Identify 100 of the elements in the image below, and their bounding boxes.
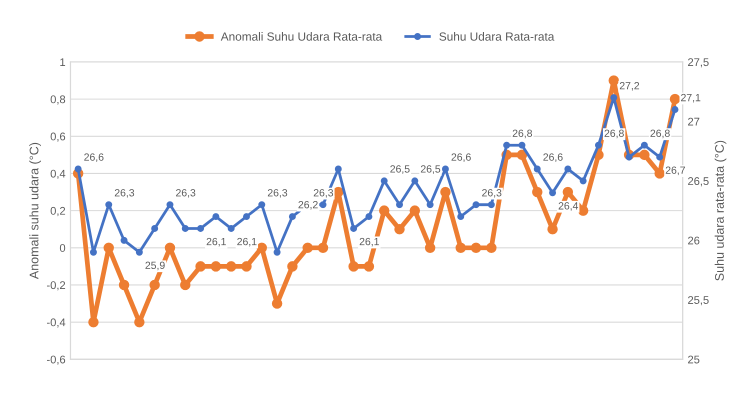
point [534,166,541,172]
point [74,166,82,172]
point [287,261,298,272]
data-label: 26,7 [666,166,685,176]
legend-label: Suhu Udara Rata-rata [439,32,554,41]
point [88,316,99,328]
point [670,94,680,104]
point [318,242,328,254]
point [488,201,495,208]
point [212,213,220,220]
point [136,248,143,256]
y-tick-label: 0,4 [50,170,66,179]
data-label: 26,8 [512,130,532,138]
point [442,166,449,172]
point [90,248,97,256]
point [379,205,390,216]
point [426,201,434,208]
y-tick-label: -0,6 [46,356,66,365]
point [396,201,403,208]
data-label: 26,3 [114,189,134,198]
point [503,142,510,149]
point [364,261,374,272]
data-label: 27,1 [681,94,700,103]
point [424,242,436,254]
point [274,248,281,256]
data-label: 25,9 [145,262,165,270]
point [197,225,204,232]
point [472,201,480,208]
data-label: 26,8 [650,130,670,138]
point [410,205,420,216]
point [348,261,359,272]
point [241,261,252,272]
point [580,177,587,184]
data-label: 26,3 [268,189,288,198]
point [118,280,130,290]
y2-axis-title: Suhu udara rata-rata (°C) [714,140,726,281]
point [457,213,464,220]
data-label: 26,6 [84,153,104,162]
point [302,242,313,254]
y2-tick-label: 25,5 [688,296,709,306]
point [594,142,602,149]
point [228,225,235,232]
data-label: 26,1 [360,238,379,246]
y-axis-title: Anomali suhu udara (°C) [29,142,41,280]
point [288,213,296,220]
data-label: 26,5 [390,165,410,174]
point [394,224,405,234]
data-label: 26,2 [298,200,318,210]
data-label: 26,3 [314,189,334,198]
point [532,186,542,198]
point [180,280,190,290]
point [562,186,574,198]
y2-tick-label: 26 [688,236,700,244]
y-tick-label: 1 [60,58,66,66]
y2-tick-label: 27,5 [688,58,709,68]
y2-tick-label: 25 [688,356,700,364]
point [210,261,222,272]
point [547,224,558,234]
data-label: 26,8 [604,130,624,138]
point [672,106,678,113]
legend-label: Anomali Suhu Udara Rata-rata [220,32,382,41]
point [516,150,528,160]
point [640,142,648,149]
point [166,201,174,208]
point [105,201,112,208]
data-label: 26,6 [543,153,563,162]
y2-tick-label: 27 [688,118,700,126]
point [411,177,418,184]
point [549,189,556,196]
point [149,280,160,290]
point [564,166,572,172]
point [608,75,619,86]
data-label: 26,1 [206,238,226,246]
point [639,150,650,160]
point [195,261,206,272]
point [626,154,633,161]
data-label: 26,3 [482,189,502,198]
data-label: 26,1 [237,238,256,246]
point [470,242,482,254]
point [456,242,466,254]
point [518,142,526,149]
point [151,225,158,232]
point [258,201,266,208]
y-tick-label: -0,4 [46,318,66,328]
point [104,242,114,254]
point [380,177,388,184]
point [320,201,326,208]
point [272,298,282,309]
data-label: 26,4 [558,202,578,211]
point [610,94,618,102]
y-tick-label: 0,8 [50,95,66,105]
point [486,242,497,254]
y-tick-label: 0,6 [50,132,66,142]
point [243,213,250,220]
data-label: 27,2 [620,82,640,91]
point [256,242,267,254]
point [334,166,342,172]
y2-tick-label: 26,5 [688,177,709,186]
point [120,236,128,244]
point [182,225,189,232]
